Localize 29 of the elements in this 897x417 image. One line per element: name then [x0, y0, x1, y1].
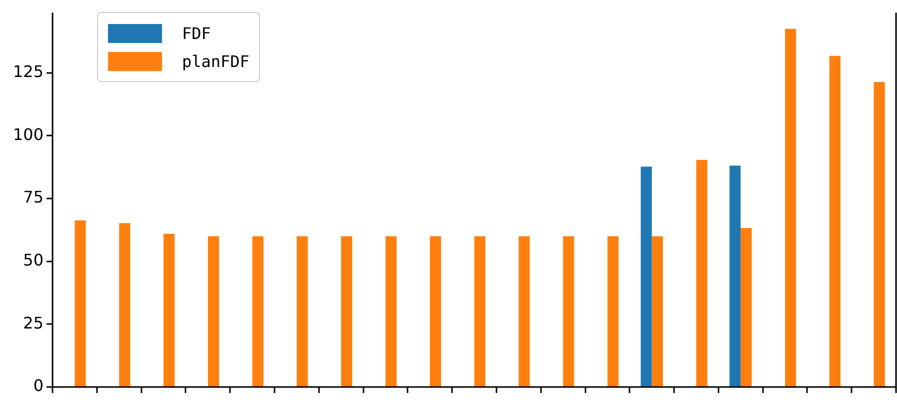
- bar: [296, 236, 308, 386]
- y-tick-label: 100: [12, 124, 44, 144]
- bar: [652, 236, 663, 386]
- bar: [730, 166, 741, 386]
- legend-label: planFDF: [182, 52, 250, 70]
- bar: [563, 236, 574, 386]
- y-tick-label: 25: [23, 313, 44, 332]
- bar: [119, 223, 130, 386]
- bar: [829, 56, 841, 386]
- bar: [474, 236, 486, 386]
- bar: [740, 228, 752, 386]
- bar: [74, 220, 86, 386]
- bar: [785, 28, 796, 386]
- bar: [385, 236, 397, 386]
- y-tick-label: 125: [12, 62, 44, 82]
- legend-label: FDF: [182, 24, 211, 42]
- bar: [607, 236, 619, 386]
- bar: [430, 236, 441, 386]
- bar: [640, 166, 652, 386]
- bar: [208, 236, 220, 386]
- bar: [252, 236, 264, 386]
- bar: [341, 236, 352, 386]
- bar: [696, 160, 708, 386]
- bar: [164, 234, 175, 386]
- y-tick-label: 75: [23, 188, 44, 207]
- bar: [518, 236, 530, 386]
- y-tick-label: 0: [33, 376, 44, 396]
- bar: [874, 82, 885, 386]
- y-tick-label: 50: [23, 250, 44, 270]
